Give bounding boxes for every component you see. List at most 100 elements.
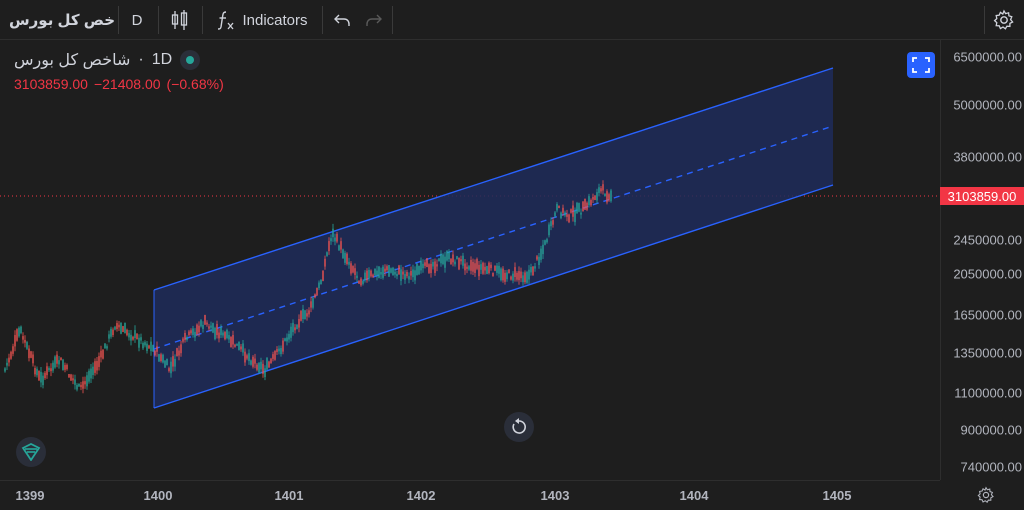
candle-body [426, 258, 428, 268]
candle-body [608, 194, 610, 201]
candle-body [116, 323, 118, 330]
candle-body [338, 245, 340, 251]
price-chart[interactable] [0, 40, 940, 480]
time-axis[interactable]: 1399 1400 1401 1402 1403 1404 1405 [0, 480, 940, 510]
candle-body [378, 266, 380, 278]
channel-upper-line [153, 67, 834, 291]
candle-body [530, 266, 532, 273]
candle-body [112, 329, 114, 336]
candle-body [172, 356, 174, 367]
candle-body [596, 192, 598, 201]
candle-body [514, 267, 516, 277]
candle-body [440, 253, 442, 264]
reset-chart-button[interactable] [504, 412, 534, 442]
candle-body [486, 266, 488, 274]
candle-body [36, 368, 38, 376]
price-axis[interactable]: 6500000.00 5000000.00 3800000.00 2450000… [940, 40, 1024, 480]
settings-button[interactable] [984, 0, 1024, 40]
candle-body [34, 367, 36, 375]
candle-body [358, 280, 360, 284]
interval-button[interactable]: D [131, 11, 143, 29]
candle-body [124, 322, 126, 334]
chart-type-button[interactable] [162, 0, 198, 40]
redo-icon [366, 14, 382, 26]
candle-body [314, 294, 316, 298]
candle-body [610, 190, 612, 202]
candle-body [398, 265, 400, 275]
candle-body [52, 362, 54, 371]
candle-body [402, 271, 404, 275]
candle-body [594, 195, 596, 201]
candle-body [376, 270, 378, 276]
candle-body [436, 264, 438, 267]
price-axis-label: 6500000.00 [953, 49, 1022, 65]
candle-body [232, 335, 234, 345]
candle-body [156, 346, 158, 352]
candle-body [508, 269, 510, 274]
candle-body [512, 273, 514, 281]
candle-body [40, 371, 42, 383]
candle-body [584, 198, 586, 210]
candle-body [252, 356, 254, 367]
candle-body [20, 326, 22, 334]
market-status-icon[interactable] [180, 50, 201, 70]
candle-body [580, 212, 582, 215]
candle-body [392, 267, 394, 276]
candle-body [190, 330, 192, 334]
candle-body [446, 251, 448, 261]
candle-body [226, 329, 228, 339]
candle-body [490, 264, 492, 269]
candle-body [500, 268, 502, 281]
fit-screen-button[interactable] [907, 52, 935, 78]
axis-settings-button[interactable] [974, 484, 998, 506]
channel-lower-line [153, 184, 834, 409]
candle-body [210, 325, 212, 328]
candle-body [424, 262, 426, 266]
candle-body [152, 345, 154, 352]
candle-body [136, 333, 138, 340]
candle-body [468, 266, 470, 270]
indicators-button[interactable]: Indicators [206, 0, 318, 40]
symbol-search-button[interactable]: خص کل بورس [8, 12, 116, 29]
candle-body [344, 252, 346, 263]
candle-body [574, 210, 576, 223]
time-axis-label: 1402 [406, 488, 436, 503]
candle-body [544, 240, 546, 245]
candle-body [568, 214, 570, 223]
candle-body [74, 379, 76, 385]
candle-body [110, 328, 112, 337]
undo-button[interactable] [328, 0, 356, 40]
candle-body [274, 350, 276, 360]
legend-interval: 1D [151, 51, 173, 68]
candle-body [604, 193, 606, 197]
candle-body [408, 276, 410, 280]
candle-body [478, 264, 480, 277]
candle-body [276, 349, 278, 353]
candle-body [58, 360, 60, 365]
candle-body [526, 271, 528, 283]
candle-body [182, 338, 184, 342]
redo-button[interactable] [360, 0, 388, 40]
candle-body [590, 199, 592, 206]
candle-body [350, 263, 352, 274]
candle-body [292, 322, 294, 333]
candle-body [100, 350, 102, 358]
candle-body [390, 268, 392, 273]
candle-body [506, 272, 508, 280]
toolbar-divider [202, 6, 203, 34]
legend-price: 3103859.00 [14, 76, 88, 92]
candle-body [294, 327, 296, 331]
candle-body [32, 354, 34, 364]
candle-body [592, 196, 594, 200]
price-axis-label: 2450000.00 [953, 232, 1022, 248]
candle-body [236, 343, 238, 346]
candle-body [362, 280, 364, 284]
candle-body [382, 266, 384, 278]
candle-body [494, 265, 496, 271]
legend-symbol-name: شاخص کل بورس [14, 52, 131, 69]
price-axis-label: 2050000.00 [953, 266, 1022, 282]
candle-body [502, 268, 504, 281]
logo[interactable] [16, 437, 46, 467]
candle-body [108, 334, 110, 339]
candle-body [56, 354, 58, 364]
